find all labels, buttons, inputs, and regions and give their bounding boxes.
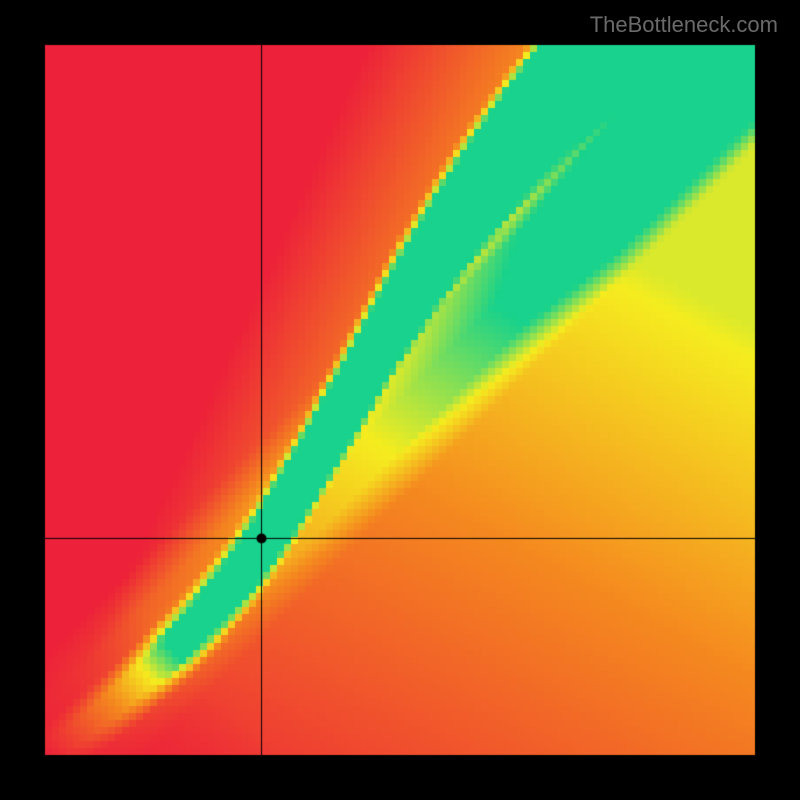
watermark-text: TheBottleneck.com: [590, 12, 778, 38]
chart-container: { "canvas": { "width": 800, "height": 80…: [0, 0, 800, 800]
heatmap-canvas: [0, 0, 800, 800]
